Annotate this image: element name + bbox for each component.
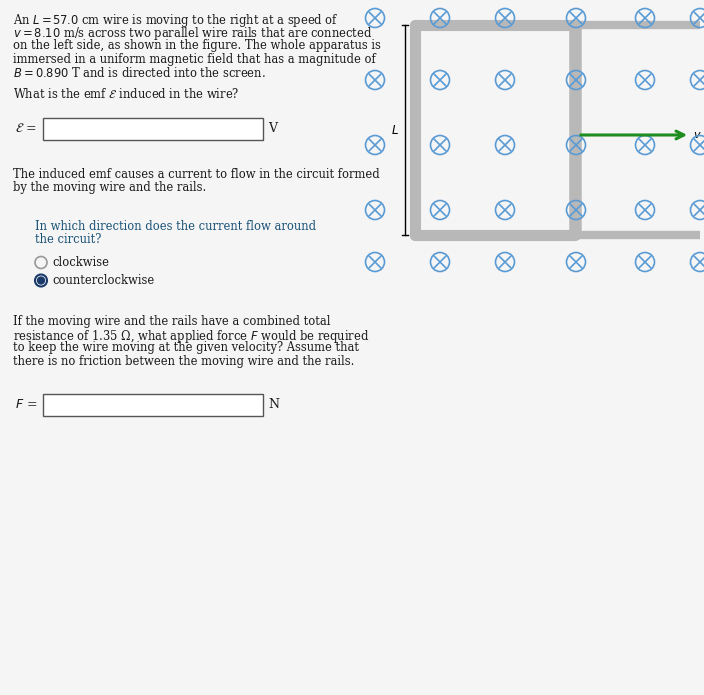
Text: $v = 8.10$ m/s across two parallel wire rails that are connected: $v = 8.10$ m/s across two parallel wire …	[13, 26, 372, 42]
Text: $\mathcal{E}$ =: $\mathcal{E}$ =	[15, 122, 37, 135]
Text: N: N	[268, 398, 279, 411]
Text: on the left side, as shown in the figure. The whole apparatus is: on the left side, as shown in the figure…	[13, 39, 381, 52]
Text: $B = 0.890$ T and is directed into the screen.: $B = 0.890$ T and is directed into the s…	[13, 66, 265, 80]
Text: to keep the wire moving at the given velocity? Assume that: to keep the wire moving at the given vel…	[13, 341, 359, 354]
Text: the circuit?: the circuit?	[35, 233, 101, 246]
Text: V: V	[268, 122, 277, 135]
Text: What is the emf $\mathcal{E}$ induced in the wire?: What is the emf $\mathcal{E}$ induced in…	[13, 88, 239, 101]
Text: $F$ =: $F$ =	[15, 398, 37, 411]
Text: resistance of 1.35 Ω, what applied force $F$ would be required: resistance of 1.35 Ω, what applied force…	[13, 328, 370, 345]
Bar	[43, 117, 263, 140]
Text: $v$: $v$	[693, 130, 702, 140]
Bar	[43, 393, 263, 416]
Text: The induced emf causes a current to flow in the circuit formed: The induced emf causes a current to flow…	[13, 167, 379, 181]
Text: counterclockwise: counterclockwise	[52, 274, 154, 287]
Text: An $L = 57.0$ cm wire is moving to the right at a speed of: An $L = 57.0$ cm wire is moving to the r…	[13, 12, 339, 29]
Text: In which direction does the current flow around: In which direction does the current flow…	[35, 220, 316, 233]
Text: there is no friction between the moving wire and the rails.: there is no friction between the moving …	[13, 355, 354, 368]
Text: clockwise: clockwise	[52, 256, 109, 269]
Text: by the moving wire and the rails.: by the moving wire and the rails.	[13, 181, 206, 194]
Text: If the moving wire and the rails have a combined total: If the moving wire and the rails have a …	[13, 315, 330, 327]
Text: $L$: $L$	[391, 124, 399, 136]
Text: immersed in a uniform magnetic field that has a magnitude of: immersed in a uniform magnetic field tha…	[13, 53, 376, 65]
Circle shape	[37, 277, 44, 284]
